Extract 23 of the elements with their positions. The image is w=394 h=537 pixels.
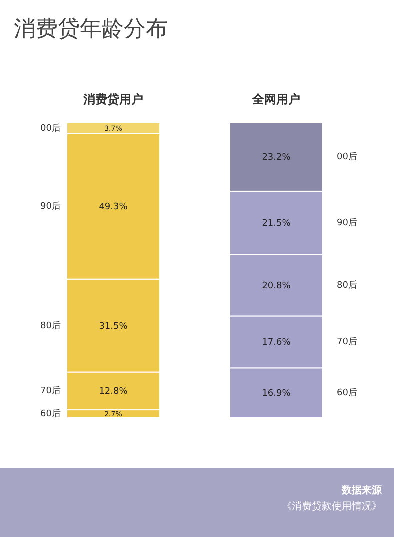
series-label: 80后: [40, 320, 61, 332]
text: 60后: [337, 388, 358, 399]
series-label: 70后: [40, 386, 61, 397]
x-tick-label: 消费贷用户: [82, 92, 144, 106]
text: 70后: [337, 338, 358, 348]
text: 00后: [337, 152, 358, 163]
text: 《消费贷款使用情况》: [282, 500, 382, 513]
data-label: 17.6%: [262, 338, 292, 348]
series-label: 00后: [40, 122, 61, 134]
data-label: 21.5%: [262, 219, 292, 230]
text: 数据来源: [341, 484, 383, 497]
series-label: 60后: [40, 408, 61, 420]
data-label: 16.9%: [262, 389, 292, 400]
data-label: 31.5%: [99, 322, 128, 332]
data-label: 12.8%: [99, 387, 128, 398]
x-tick-label: 全网用户: [252, 92, 300, 106]
data-label: 23.2%: [262, 153, 292, 164]
series-label: 90后: [40, 201, 61, 212]
data-label: 49.3%: [99, 202, 128, 213]
text: 80后: [337, 281, 358, 292]
data-label: 20.8%: [262, 282, 292, 292]
text: 90后: [337, 218, 358, 229]
chart-title: 消费贷年龄分布: [14, 17, 168, 42]
